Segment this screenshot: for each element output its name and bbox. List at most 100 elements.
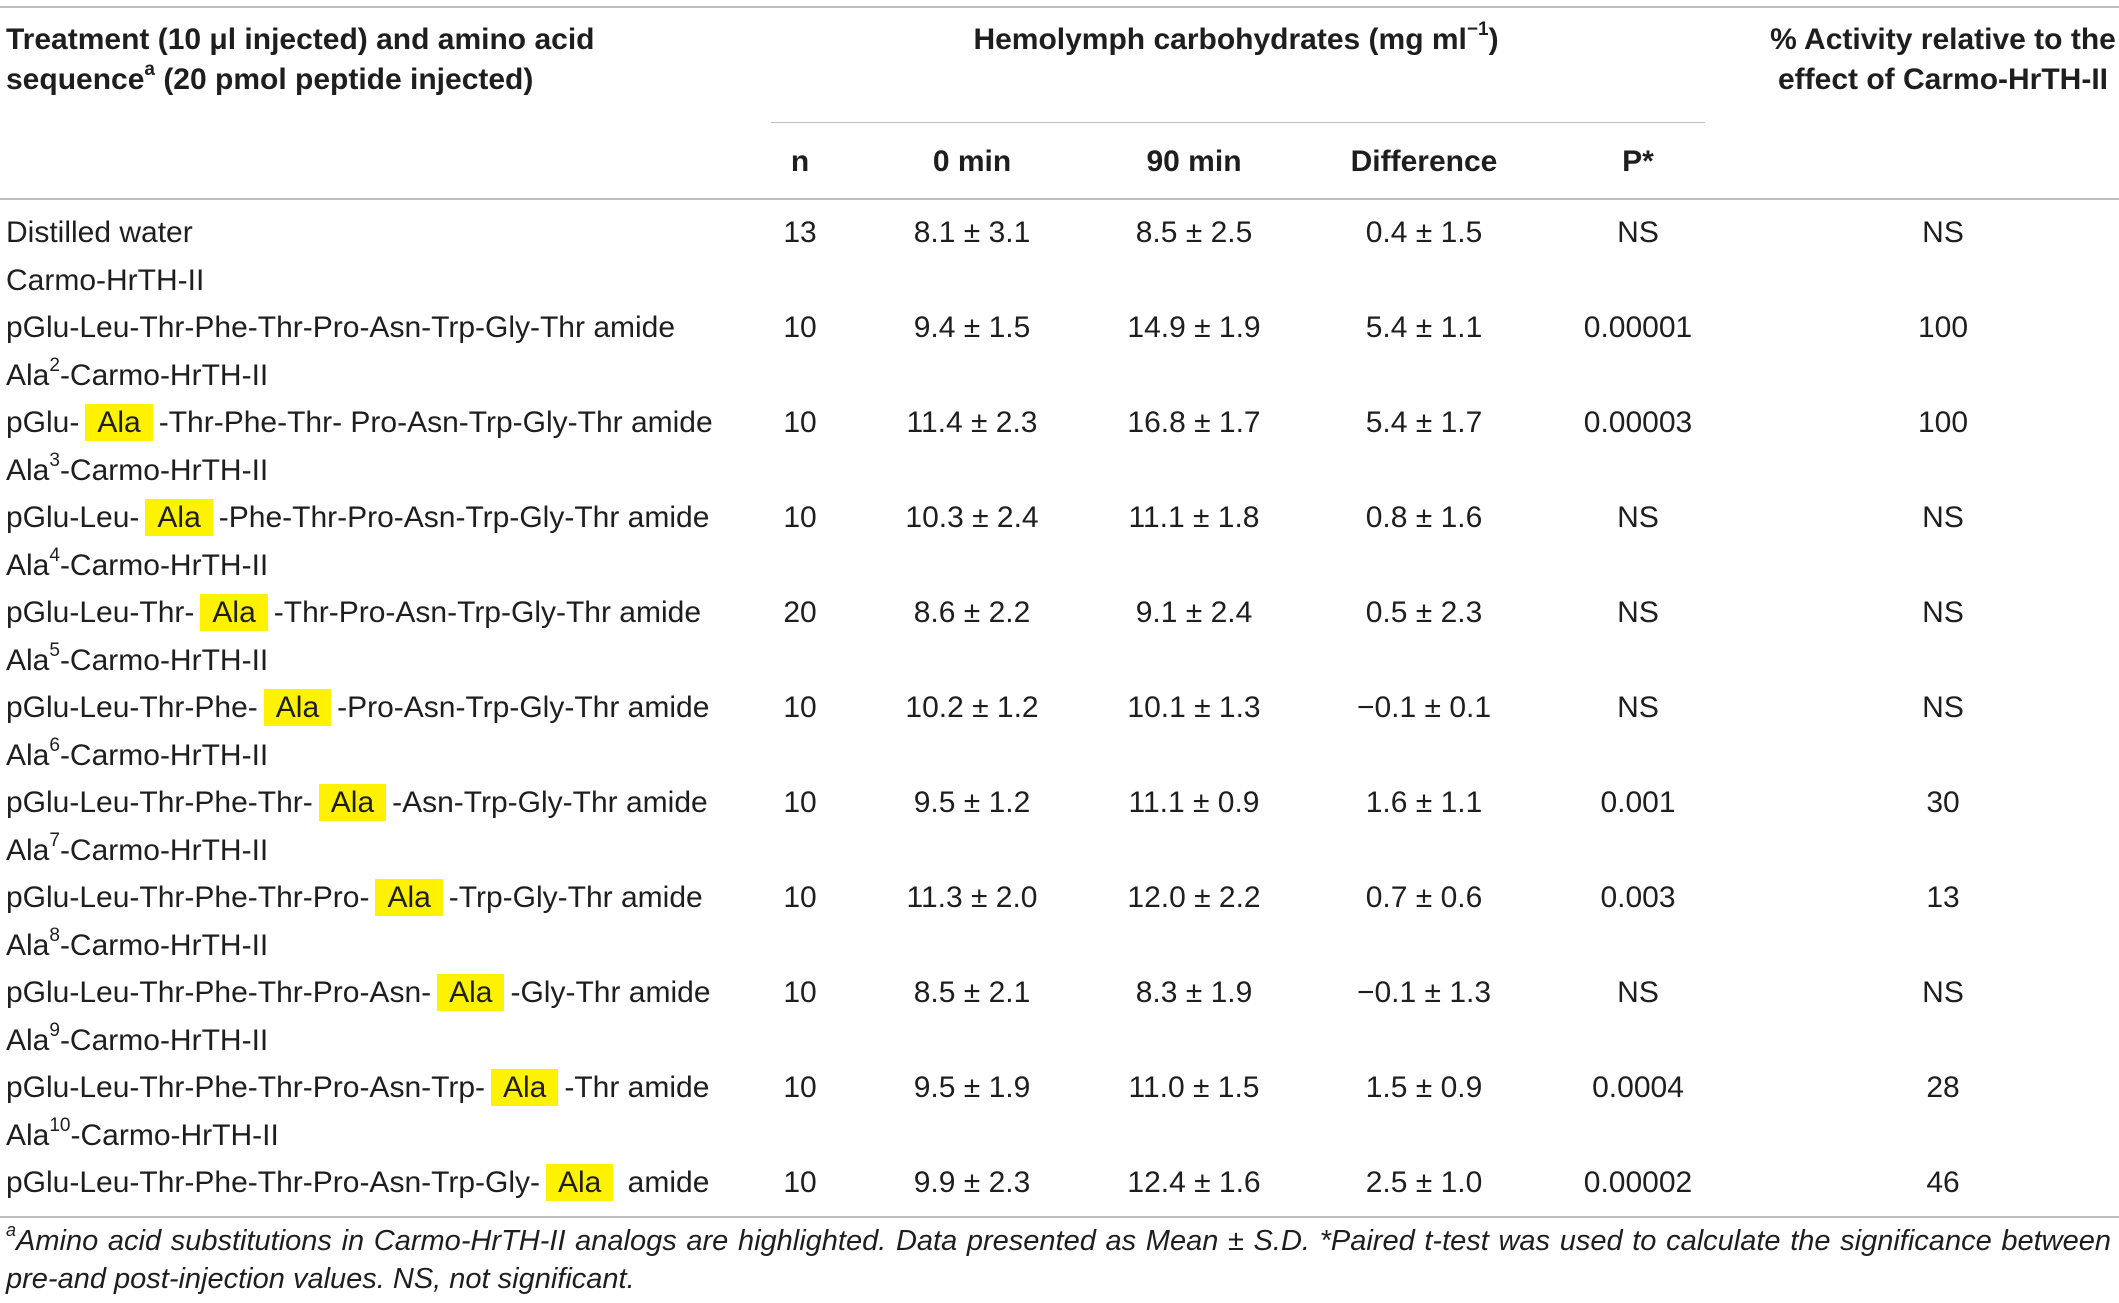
header-0min: 0 min <box>932 145 1012 178</box>
cell-activity: 100 <box>1917 406 1969 439</box>
cell-difference: −0.1 ± 1.3 <box>1356 976 1492 1009</box>
substitution-highlight: Ala <box>318 784 387 821</box>
header-difference: Difference <box>1350 145 1498 178</box>
cell-90min: 9.1 ± 2.4 <box>1135 596 1253 629</box>
peptide-name: Ala3-Carmo-HrTH-II <box>6 450 269 487</box>
cell-difference: 5.4 ± 1.1 <box>1365 311 1483 344</box>
treatment-column-header: Treatment (10 μl injected) and amino aci… <box>6 23 595 96</box>
cell-p: 0.003 <box>1600 881 1676 914</box>
amino-acid-sequence: pGlu-Leu-Thr-Phe-Thr-Pro-Asn-Trp-Gly- Ala… <box>6 1164 710 1201</box>
cell-n: 10 <box>783 1071 817 1104</box>
cell-0min: 8.6 ± 2.2 <box>913 596 1031 629</box>
cell-difference: 0.8 ± 1.6 <box>1365 501 1483 534</box>
cell-0min: 11.4 ± 2.3 <box>906 406 1038 439</box>
cell-n: 20 <box>783 596 817 629</box>
substitution-highlight: Ala <box>437 974 505 1011</box>
substitution-highlight: Ala <box>145 499 213 536</box>
cell-activity: NS <box>1922 501 1964 534</box>
cell-90min: 11.0 ± 1.5 <box>1128 1071 1260 1104</box>
cell-90min: 11.1 ± 0.9 <box>1128 786 1260 819</box>
cell-n: 10 <box>783 311 817 344</box>
cell-90min: 12.4 ± 1.6 <box>1127 1166 1261 1199</box>
cell-activity: 100 <box>1917 311 1969 344</box>
cell-activity: NS <box>1922 976 1964 1009</box>
cell-0min: 9.9 ± 2.3 <box>913 1166 1031 1199</box>
cell-activity: 46 <box>1926 1166 1960 1199</box>
header-p: P* <box>1622 145 1654 178</box>
amino-acid-sequence: pGlu-Leu-Thr-Phe-Thr-Pro-Asn-Trp- Ala -Thr… <box>6 1069 710 1106</box>
peptide-name: Ala2-Carmo-HrTH-II <box>6 355 269 392</box>
treatment-label: Distilled water <box>6 216 193 249</box>
amino-acid-sequence: pGlu-Leu-Thr-Phe- Ala -Pro-Asn-Trp-Gly-Thr… <box>6 689 710 726</box>
peptide-name: Ala4-Carmo-HrTH-II <box>6 545 269 582</box>
amino-acid-sequence: pGlu-Leu- Ala -Phe-Thr-Pro-Asn-Trp-Gly-Thr… <box>6 499 710 536</box>
cell-difference: 1.5 ± 0.9 <box>1365 1071 1483 1104</box>
cell-0min: 9.5 ± 1.9 <box>913 1071 1031 1104</box>
header-bottom-rule <box>0 198 2119 200</box>
cell-n: 10 <box>783 691 817 724</box>
substitution-highlight: Ala <box>200 594 268 631</box>
cell-0min: 9.4 ± 1.5 <box>913 311 1031 344</box>
amino-acid-sequence: pGlu-Leu-Thr-Phe-Thr-Pro- Ala -Trp-Gly-Thr… <box>6 879 703 916</box>
hemolymph-span-rule <box>771 122 1705 123</box>
cell-n: 10 <box>783 786 817 819</box>
cell-n: 10 <box>783 976 817 1009</box>
cell-0min: 8.5 ± 2.1 <box>913 976 1031 1009</box>
amino-acid-sequence: pGlu- Ala -Thr-Phe-Thr- Pro-Asn-Trp-Gly-Th… <box>6 404 713 441</box>
cell-p: 0.00002 <box>1583 1166 1693 1199</box>
cell-difference: 2.5 ± 1.0 <box>1365 1166 1483 1199</box>
cell-n: 10 <box>783 1166 817 1199</box>
top-rule <box>0 6 2119 8</box>
cell-p: NS <box>1617 976 1659 1009</box>
cell-difference: −0.1 ± 0.1 <box>1356 691 1492 724</box>
cell-difference: 0.7 ± 0.6 <box>1365 881 1483 914</box>
cell-90min: 8.5 ± 2.5 <box>1135 216 1253 249</box>
cell-90min: 11.1 ± 1.8 <box>1128 501 1260 534</box>
peptide-name: Ala5-Carmo-HrTH-II <box>6 640 269 677</box>
cell-difference: 5.4 ± 1.7 <box>1365 406 1483 439</box>
cell-difference: 1.6 ± 1.1 <box>1365 786 1483 819</box>
cell-0min: 10.2 ± 1.2 <box>905 691 1039 724</box>
cell-activity: NS <box>1922 596 1964 629</box>
peptide-name: Ala6-Carmo-HrTH-II <box>6 735 269 772</box>
table-bottom-rule <box>0 1216 2119 1218</box>
cell-difference: 0.5 ± 2.3 <box>1365 596 1483 629</box>
cell-n: 10 <box>783 881 817 914</box>
hemolymph-carbohydrates-header: Hemolymph carbohydrates (mg ml−1) <box>973 19 1499 56</box>
cell-90min: 12.0 ± 2.2 <box>1127 881 1261 914</box>
cell-0min: 11.3 ± 2.0 <box>906 881 1038 914</box>
cell-difference: 0.4 ± 1.5 <box>1365 216 1483 249</box>
cell-0min: 8.1 ± 3.1 <box>913 216 1031 249</box>
substitution-highlight: Ala <box>545 1164 614 1201</box>
cell-activity: 30 <box>1926 786 1960 819</box>
cell-90min: 10.1 ± 1.3 <box>1127 691 1261 724</box>
cell-activity: 28 <box>1926 1071 1960 1104</box>
cell-p: 0.0004 <box>1592 1071 1684 1104</box>
amino-acid-sequence: pGlu-Leu-Thr- Ala -Thr-Pro-Asn-Trp-Gly-Thr… <box>6 594 702 631</box>
cell-0min: 10.3 ± 2.4 <box>905 501 1039 534</box>
substitution-highlight: Ala <box>491 1069 559 1106</box>
activity-column-header: % Activity relative to the effect of Car… <box>1770 23 2116 96</box>
cell-p: NS <box>1617 501 1659 534</box>
cell-p: 0.001 <box>1600 786 1676 819</box>
peptide-name: Ala9-Carmo-HrTH-II <box>6 1020 269 1057</box>
peptide-name: Ala7-Carmo-HrTH-II <box>6 830 269 867</box>
cell-90min: 16.8 ± 1.7 <box>1127 406 1261 439</box>
substitution-highlight: Ala <box>375 879 443 916</box>
cell-p: NS <box>1617 691 1659 724</box>
cell-n: 10 <box>783 406 817 439</box>
cell-p: NS <box>1617 596 1659 629</box>
amino-acid-sequence: pGlu-Leu-Thr-Phe-Thr-Pro-Asn- Ala -Gly-Thr… <box>6 974 711 1011</box>
peptide-name: Ala8-Carmo-HrTH-II <box>6 925 269 962</box>
peptide-name: Ala10-Carmo-HrTH-II <box>6 1115 279 1152</box>
amino-acid-sequence: pGlu-Leu-Thr-Phe-Thr-Pro-Asn-Trp-Gly-Thr… <box>6 311 676 344</box>
header-n: n <box>790 145 810 178</box>
cell-n: 13 <box>783 216 817 249</box>
cell-activity: 13 <box>1926 881 1960 914</box>
cell-p: NS <box>1617 216 1659 249</box>
substitution-highlight: Ala <box>85 404 153 441</box>
cell-activity: NS <box>1922 691 1964 724</box>
peptide-name: Carmo-HrTH-II <box>6 264 205 297</box>
amino-acid-sequence: pGlu-Leu-Thr-Phe-Thr- Ala -Asn-Trp-Gly-Thr… <box>6 784 708 821</box>
cell-p: 0.00001 <box>1583 311 1693 344</box>
